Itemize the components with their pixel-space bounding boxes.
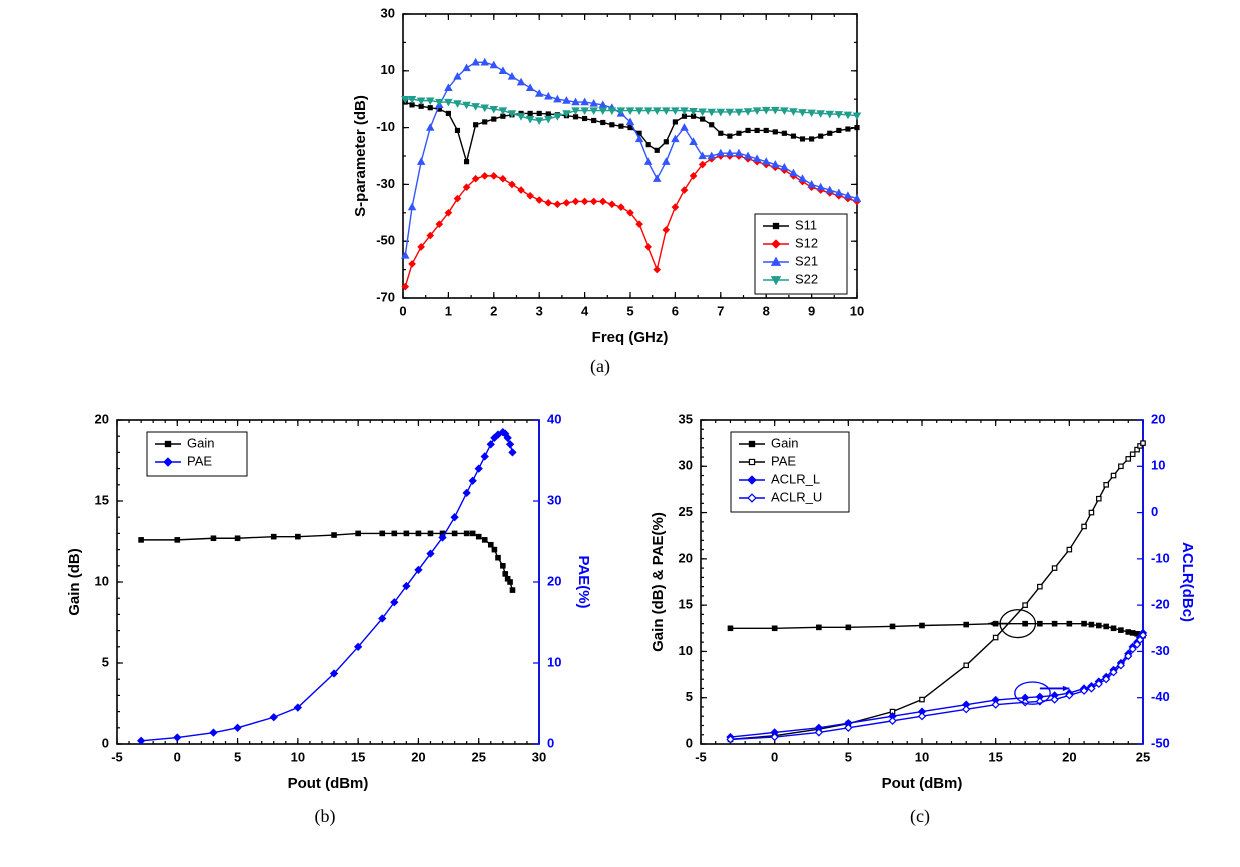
svg-text:ACLR_U: ACLR_U [771,489,822,504]
svg-text:Gain (dB): Gain (dB) [66,548,83,616]
svg-text:PAE: PAE [187,453,212,468]
svg-text:-50: -50 [1151,735,1170,750]
svg-text:5: 5 [845,749,852,764]
svg-text:7: 7 [717,303,724,318]
svg-text:ACLR(dBc): ACLR(dBc) [1179,542,1196,622]
svg-text:0: 0 [547,735,554,750]
caption-b: (b) [45,806,605,827]
svg-text:4: 4 [581,303,589,318]
chart-a-container: 0 1 2 3 4 5 6 7 8 9 10 Freq (GHz) -70 -50 -30 -10 10 30 S-… [325,0,875,377]
svg-text:15: 15 [95,492,109,507]
svg-text:5: 5 [686,689,693,704]
svg-text:30: 30 [679,458,693,473]
svg-text:10: 10 [95,573,109,588]
svg-text:Gain: Gain [771,435,798,450]
chart-c-container: -50510152025Pout (dBm)05101520253035Gain… [625,400,1215,827]
svg-text:25: 25 [471,749,485,764]
svg-text:25: 25 [679,504,693,519]
svg-text:S11: S11 [795,217,817,232]
svg-text:5: 5 [102,654,109,669]
svg-text:ACLR_L: ACLR_L [771,471,820,486]
svg-text:9: 9 [808,303,815,318]
svg-text:20: 20 [1062,749,1076,764]
svg-text:30: 30 [381,5,395,20]
svg-text:S21: S21 [795,253,818,268]
chart-a: 0 1 2 3 4 5 6 7 8 9 10 Freq (GHz) -70 -50 -30 -10 10 30 S-… [325,0,875,350]
svg-text:Pout (dBm): Pout (dBm) [288,775,369,792]
svg-text:10: 10 [679,643,693,658]
svg-text:0: 0 [102,735,109,750]
svg-text:10: 10 [915,749,929,764]
svg-text:-5: -5 [111,749,123,764]
svg-text:10: 10 [1151,458,1165,473]
svg-text:25: 25 [1136,749,1150,764]
svg-text:0: 0 [686,735,693,750]
svg-text:-30: -30 [376,176,395,191]
svg-text:20: 20 [679,550,693,565]
svg-text:-40: -40 [1151,689,1170,704]
svg-text:-50: -50 [376,233,395,248]
svg-text:0: 0 [1151,504,1158,519]
svg-text:20: 20 [1151,411,1165,426]
svg-text:-10: -10 [1151,550,1170,565]
svg-text:0: 0 [771,749,778,764]
svg-text:15: 15 [679,597,693,612]
svg-text:Gain (dB) & PAE(%): Gain (dB) & PAE(%) [650,512,667,652]
svg-text:35: 35 [679,411,693,426]
svg-text:15: 15 [988,749,1002,764]
chart-b: -5051015202530Pout (dBm)05101520Gain (dB… [45,400,605,800]
svg-text:15: 15 [351,749,365,764]
svg-text:Gain: Gain [187,435,214,450]
svg-text:PAE(%): PAE(%) [575,555,592,608]
svg-text:10: 10 [547,654,561,669]
caption-c: (c) [625,806,1215,827]
svg-text:3: 3 [536,303,543,318]
svg-text:0: 0 [174,749,181,764]
chart-c: -50510152025Pout (dBm)05101520253035Gain… [625,400,1215,800]
svg-text:PAE: PAE [771,453,796,468]
svg-text:-70: -70 [376,289,395,304]
svg-text:-20: -20 [1151,597,1170,612]
svg-text:S12: S12 [795,235,818,250]
svg-text:5: 5 [234,749,241,764]
svg-text:1: 1 [445,303,452,318]
svg-text:20: 20 [547,573,561,588]
caption-a: (a) [325,356,875,377]
svg-text:20: 20 [411,749,425,764]
svg-text:10: 10 [291,749,305,764]
svg-text:Freq (GHz): Freq (GHz) [592,329,669,346]
svg-text:10: 10 [850,303,864,318]
svg-text:30: 30 [547,492,561,507]
page: 012345678910Freq (GHz)-70-50-30-101030S-… [0,0,1240,867]
svg-text:Pout (dBm): Pout (dBm) [882,775,963,792]
svg-text:10: 10 [381,62,395,77]
svg-text:S22: S22 [795,271,818,286]
svg-text:8: 8 [763,303,770,318]
svg-text:0: 0 [399,303,406,318]
svg-text:30: 30 [532,749,546,764]
svg-text:S-parameter (dB): S-parameter (dB) [352,95,369,217]
svg-text:40: 40 [547,411,561,426]
svg-text:2: 2 [490,303,497,318]
svg-text:5: 5 [626,303,633,318]
svg-text:20: 20 [95,411,109,426]
svg-text:-30: -30 [1151,643,1170,658]
svg-text:6: 6 [672,303,679,318]
svg-text:-10: -10 [376,119,395,134]
svg-text:-5: -5 [695,749,707,764]
chart-b-container: -5051015202530Pout (dBm)05101520Gain (dB… [45,400,605,827]
